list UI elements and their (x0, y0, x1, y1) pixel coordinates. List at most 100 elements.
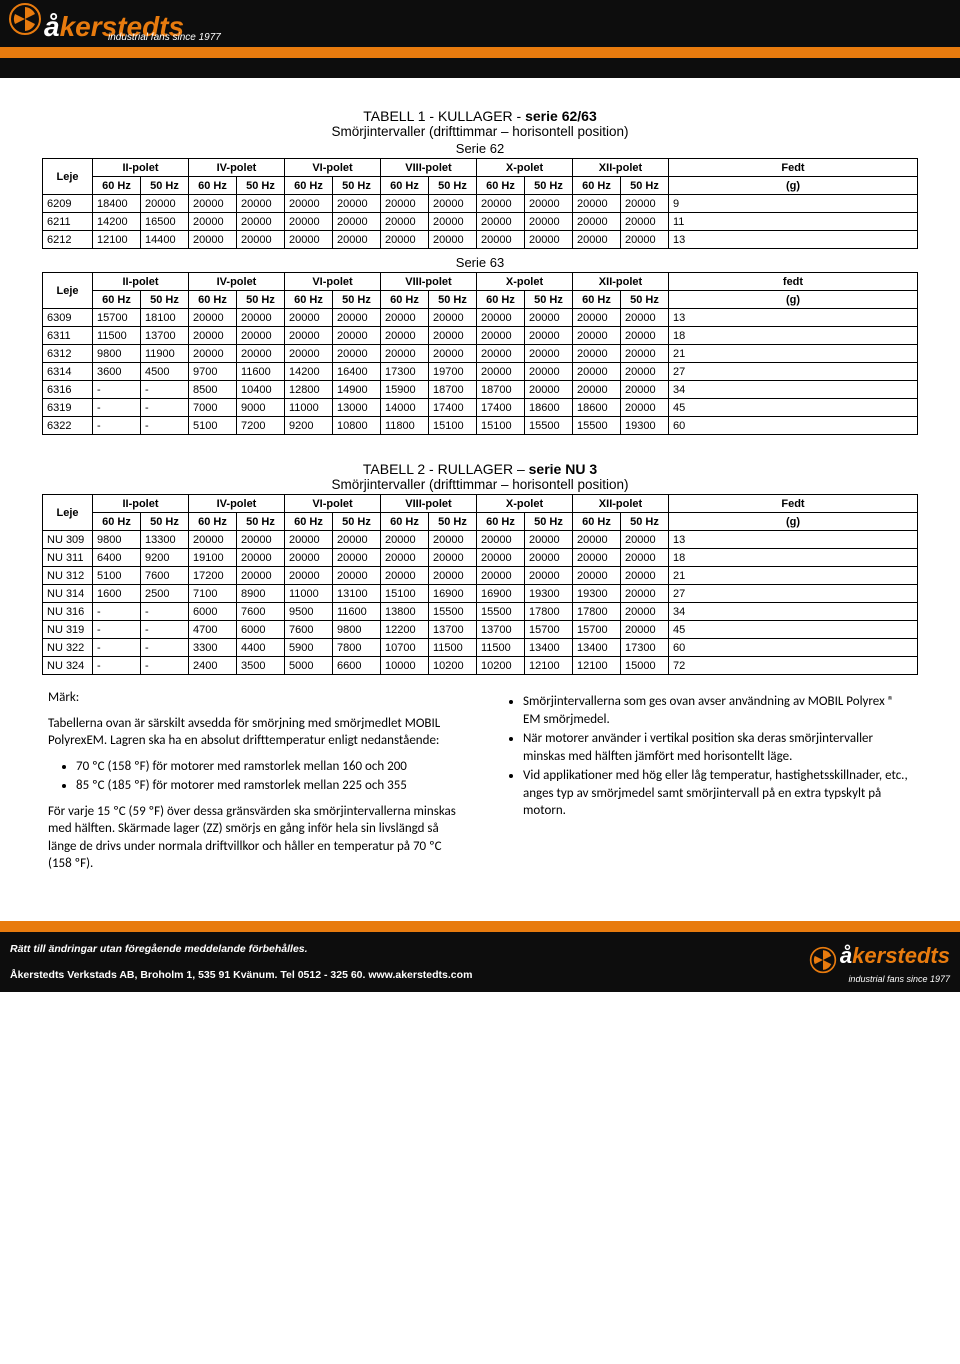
table1-title-prefix: TABELL 1 - KULLAGER - (363, 108, 525, 124)
footer-banner: Rätt till ändringar utan föregående medd… (0, 921, 960, 992)
table-cell: 9200 (285, 417, 333, 435)
table-cell: 11000 (285, 399, 333, 417)
col-polet: II-polet (93, 159, 189, 177)
table-cell: 10700 (381, 639, 429, 657)
table-cell: 20000 (525, 549, 573, 567)
table-cell: 20000 (381, 549, 429, 567)
table-cell: NU 311 (43, 549, 93, 567)
table-cell: 3600 (93, 363, 141, 381)
table-cell: 6322 (43, 417, 93, 435)
table-cell: 45 (669, 399, 918, 417)
table-cell: 6316 (43, 381, 93, 399)
table-cell: 7200 (237, 417, 285, 435)
table-cell: 16400 (333, 363, 381, 381)
table-cell: 15500 (525, 417, 573, 435)
footer-orange-stripe (0, 921, 960, 932)
table-cell: 20000 (237, 327, 285, 345)
col-50hz: 50 Hz (429, 177, 477, 195)
table-cell: 20000 (621, 309, 669, 327)
table-row: NU 316--60007600950011600138001550015500… (43, 603, 918, 621)
table-cell: NU 312 (43, 567, 93, 585)
table-cell: 20000 (189, 213, 237, 231)
table-cell: 20000 (333, 531, 381, 549)
table-cell: 6000 (237, 621, 285, 639)
table-cell: 20000 (189, 195, 237, 213)
table-row: 6209184002000020000200002000020000200002… (43, 195, 918, 213)
table-cell: 20000 (381, 531, 429, 549)
table-cell: 20000 (237, 231, 285, 249)
table-cell: 15500 (477, 603, 525, 621)
table-cell: 5100 (189, 417, 237, 435)
col-50hz: 50 Hz (429, 291, 477, 309)
table-cell: 6000 (189, 603, 237, 621)
table-cell: 20000 (141, 195, 189, 213)
table-cell: 20000 (429, 195, 477, 213)
table-cell: 60 (669, 639, 918, 657)
table-cell: 11500 (93, 327, 141, 345)
table-cell: 13400 (573, 639, 621, 657)
table-cell: 13 (669, 531, 918, 549)
col-60hz: 60 Hz (477, 177, 525, 195)
col-polet: VIII-polet (381, 159, 477, 177)
table-cell: 19300 (621, 417, 669, 435)
fan-icon (8, 2, 42, 36)
col-50hz: 50 Hz (141, 291, 189, 309)
table-cell: 20000 (429, 231, 477, 249)
table-row: NU 324--24003500500066001000010200102001… (43, 657, 918, 675)
table-cell: 20000 (285, 231, 333, 249)
table-cell: - (93, 417, 141, 435)
table-cell: 17300 (381, 363, 429, 381)
table-cell: 18700 (429, 381, 477, 399)
table-cell: 20000 (525, 309, 573, 327)
col-leje: Leje (43, 273, 93, 309)
table-cell: 27 (669, 363, 918, 381)
col-polet: VI-polet (285, 495, 381, 513)
table-cell: 10200 (477, 657, 525, 675)
table-cell: 17400 (429, 399, 477, 417)
table-cell: NU 322 (43, 639, 93, 657)
table-cell: 13700 (141, 327, 189, 345)
table-cell: 16900 (429, 585, 477, 603)
table-cell: 20000 (477, 327, 525, 345)
table-cell: 5000 (285, 657, 333, 675)
table-row: NU 322--33004400590078001070011500115001… (43, 639, 918, 657)
table-cell: 13 (669, 231, 918, 249)
footer-logo-a: å (840, 943, 852, 968)
table-row: 6309157001810020000200002000020000200002… (43, 309, 918, 327)
table-cell: NU 314 (43, 585, 93, 603)
table-cell: 15500 (429, 603, 477, 621)
logo-tagline: industrial fans since 1977 (108, 32, 221, 43)
table-row: NU 3099800133002000020000200002000020000… (43, 531, 918, 549)
col-60hz: 60 Hz (189, 177, 237, 195)
table2-title-suffix: serie NU 3 (529, 461, 597, 477)
table-cell: 20000 (525, 531, 573, 549)
table-cell: 15100 (477, 417, 525, 435)
table-cell: 6400 (93, 549, 141, 567)
col-polet: VIII-polet (381, 495, 477, 513)
table-cell: 20000 (477, 213, 525, 231)
col-50hz: 50 Hz (621, 291, 669, 309)
col-polet: X-polet (477, 159, 573, 177)
col-polet: XII-polet (573, 159, 669, 177)
table-cell: 15100 (381, 585, 429, 603)
table-cell: NU 309 (43, 531, 93, 549)
table-cell: 20000 (477, 549, 525, 567)
table-serie62: LejeII-poletIV-poletVI-poletVIII-poletX-… (42, 158, 918, 249)
notes-left-list: 70 ºC (158 ºF) för motorer med ramstorle… (48, 758, 465, 795)
table-cell: - (141, 399, 189, 417)
table-cell: 18100 (141, 309, 189, 327)
notes-p2: För varje 15 ºC (59 ºF) över dessa gräns… (48, 803, 465, 873)
table-cell: 7000 (189, 399, 237, 417)
table-cell: 2400 (189, 657, 237, 675)
table-row: 6212121001440020000200002000020000200002… (43, 231, 918, 249)
table-cell: 15000 (621, 657, 669, 675)
table-cell: 6314 (43, 363, 93, 381)
serie62-label: Serie 62 (42, 141, 918, 156)
table-cell: 20000 (621, 621, 669, 639)
table-cell: 9000 (237, 399, 285, 417)
table-cell: 20000 (189, 345, 237, 363)
table-cell: 20000 (621, 345, 669, 363)
table-cell: 20000 (621, 363, 669, 381)
table-cell: 17800 (573, 603, 621, 621)
table-cell: 7100 (189, 585, 237, 603)
